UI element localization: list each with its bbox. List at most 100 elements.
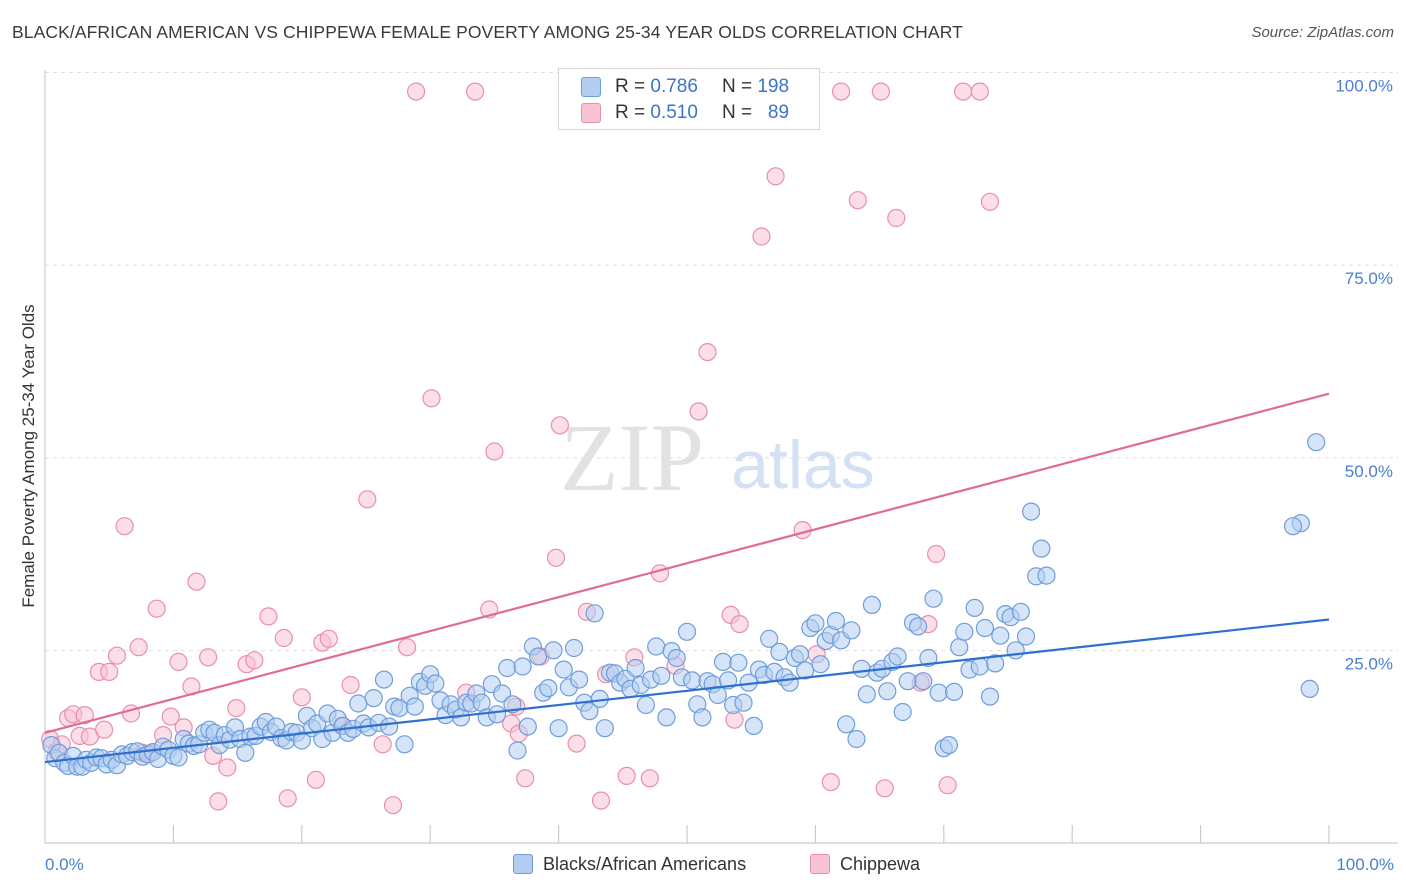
chippewa-point — [383, 796, 403, 815]
chippewa-point — [640, 769, 659, 788]
y-tick-label: 25.0% — [1345, 655, 1393, 674]
legend-row-blacks: R = 0.786 N = 198 — [581, 75, 789, 99]
x-tick-label-min: 0.0% — [45, 855, 84, 874]
blacks-point — [549, 719, 568, 738]
blacks-point — [744, 716, 763, 736]
blacks-point — [908, 617, 928, 636]
blacks-point — [975, 618, 995, 638]
chippewa-point — [94, 720, 114, 739]
chippewa-point — [875, 779, 894, 798]
blacks-point — [878, 682, 897, 701]
blacks-point — [980, 687, 1000, 706]
blacks-point — [652, 666, 671, 685]
correlation-legend: R = 0.786 N = 198 R = 0.510 N = 89 — [558, 68, 820, 130]
chippewa-point — [292, 688, 311, 707]
blacks-point — [811, 655, 830, 674]
blacks-point — [837, 715, 856, 734]
blacks-point — [682, 671, 702, 690]
n-value: 198 — [757, 76, 790, 97]
chippewa-point — [107, 646, 127, 665]
blacks-point — [554, 660, 573, 679]
chippewa-point — [689, 402, 708, 421]
blacks-point — [991, 626, 1010, 645]
blacks-point — [826, 611, 846, 631]
blacks-point — [677, 622, 697, 641]
chippewa-point — [199, 648, 218, 667]
chippewa-point — [147, 599, 166, 618]
blacks-point — [518, 717, 537, 736]
chippewa-point — [831, 82, 851, 101]
gridlines — [45, 72, 1398, 652]
blacks-point — [950, 638, 969, 657]
blacks-point — [795, 661, 815, 680]
blacks-point — [893, 702, 912, 722]
y-tick-label: 50.0% — [1345, 462, 1393, 481]
blacks-point — [806, 614, 825, 633]
y-tick-label: 100.0% — [1335, 77, 1393, 96]
blacks-point — [508, 741, 527, 760]
blacks-point — [734, 693, 753, 712]
blacks-point — [1283, 517, 1303, 536]
blacks-point — [626, 658, 645, 678]
axes — [44, 70, 1398, 844]
chart-title: BLACK/AFRICAN AMERICAN VS CHIPPEWA FEMAL… — [12, 22, 963, 42]
blacks-point — [169, 748, 188, 767]
blacks-point — [939, 735, 959, 755]
blacks-point — [1037, 566, 1056, 585]
chippewa-point — [398, 638, 417, 657]
blacks-point — [405, 697, 424, 716]
blacks-point — [780, 673, 799, 692]
chippewa-point — [373, 735, 392, 754]
chippewa-point — [821, 772, 840, 792]
chippewa-point — [567, 734, 586, 753]
blacks-point — [924, 589, 943, 608]
blacks-trend-line — [44, 618, 1330, 764]
chippewa-point — [227, 698, 246, 718]
blacks-point — [955, 622, 974, 641]
r-value: 0.786 — [650, 76, 698, 97]
chippewa-point — [485, 442, 504, 461]
chippewa-point — [259, 607, 278, 626]
blacks-point — [760, 629, 779, 648]
chippewa-point — [550, 416, 570, 435]
blacks-point — [236, 743, 255, 762]
blacks-point — [528, 647, 548, 666]
chippewa-point — [980, 192, 1000, 211]
n-label: N = — [721, 76, 753, 97]
chippewa-point — [358, 490, 377, 509]
y-tick-labels: 25.0% 50.0% 75.0% 100.0% — [1335, 77, 1393, 674]
blacks-point — [770, 642, 789, 662]
blacks-point — [842, 621, 861, 640]
watermark-atlas: atlas — [731, 427, 875, 503]
chippewa-point — [887, 208, 906, 228]
chippewa-point — [970, 82, 989, 101]
blacks-point — [564, 638, 584, 658]
chippewa-point — [129, 638, 148, 657]
x-tick-label-max: 100.0% — [1336, 855, 1394, 874]
blacks-point — [914, 672, 933, 691]
watermark-zip: ZIP — [560, 404, 704, 511]
chippewa-point — [730, 614, 749, 634]
blacks-points — [42, 433, 1326, 776]
legend-label-chippewa: Chippewa — [840, 853, 921, 874]
chippewa-point — [161, 707, 180, 726]
blacks-point — [647, 637, 666, 656]
y-axis-label: Female Poverty Among 25-34 Year Olds — [19, 304, 38, 607]
legend-row-chippewa: R = 0.510 N = 89 — [581, 101, 789, 125]
n-label: N = — [721, 102, 753, 123]
blacks-point — [374, 670, 394, 689]
blacks-point — [349, 694, 368, 713]
chippewa-point — [245, 651, 264, 670]
blacks-point — [539, 678, 558, 698]
chippewa-point — [938, 776, 957, 795]
chippewa-point — [698, 343, 717, 362]
legend-swatch-blue — [581, 77, 601, 97]
legend-swatch-pink — [810, 854, 830, 874]
chippewa-point — [187, 572, 206, 591]
chippewa-point — [75, 705, 94, 725]
chippewa-point — [546, 548, 566, 567]
blacks-point — [657, 708, 676, 727]
blacks-point — [862, 595, 882, 615]
legend-label-blacks: Blacks/African Americans — [543, 853, 747, 874]
